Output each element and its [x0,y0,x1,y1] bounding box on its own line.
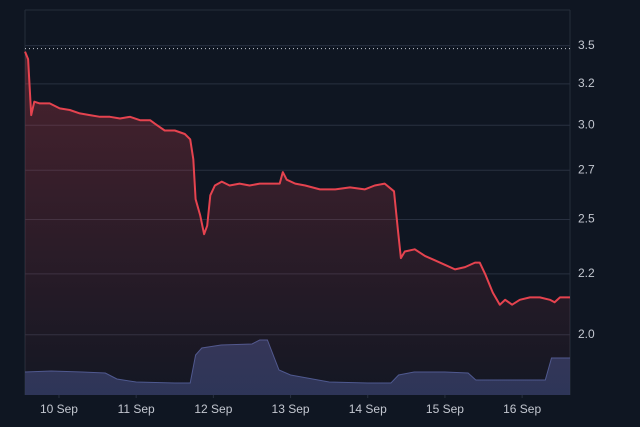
x-tick-label: 13 Sep [272,402,310,416]
price-area [25,51,570,395]
x-tick-label: 11 Sep [118,402,155,416]
y-tick-label: 3.2 [578,76,595,90]
price-line [24,51,570,306]
y-tick-label: 3.0 [578,117,595,131]
x-tick-label: 10 Sep [40,402,78,416]
x-tick-label: 14 Sep [349,402,387,416]
x-tick-label: 15 Sep [426,402,464,416]
y-tick-label: 2.7 [578,162,595,176]
x-tick-label: 12 Sep [194,402,232,416]
y-tick-label: 3.5 [578,38,595,52]
x-tick-label: 16 Sep [503,402,541,416]
y-tick-label: 2.5 [578,212,595,226]
y-tick-label: 2.2 [578,266,595,280]
y-tick-label: 2.0 [578,327,595,341]
